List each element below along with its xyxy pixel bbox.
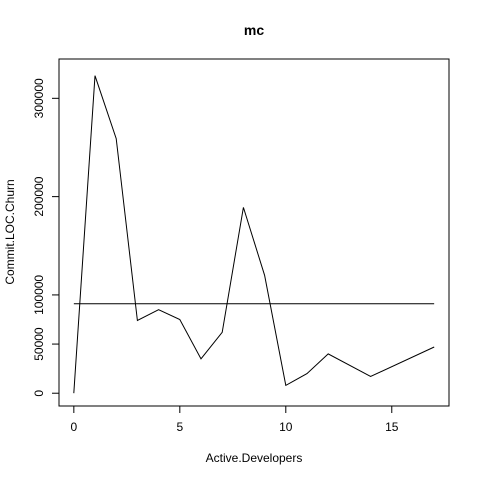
plot-area [73,75,435,394]
y-tick-label: 0 [32,390,46,397]
y-tick-label: 100000 [32,275,46,315]
x-axis: 0 5 10 15 [70,405,399,434]
y-tick-label: 50000 [32,327,46,361]
y-tick-label: 300000 [32,78,46,118]
x-tick-label: 0 [70,420,77,434]
series-line [73,75,435,394]
x-tick-label: 5 [176,420,183,434]
y-tick-label: 200000 [32,176,46,216]
chart-title: mc [244,22,264,38]
x-axis-label: Active.Developers [206,451,303,465]
x-tick-label: 15 [385,420,399,434]
y-axis-label: Commit.LOC.Churn [3,179,17,284]
y-axis: 0 50000 100000 200000 300000 [32,78,60,397]
x-tick-label: 10 [279,420,293,434]
